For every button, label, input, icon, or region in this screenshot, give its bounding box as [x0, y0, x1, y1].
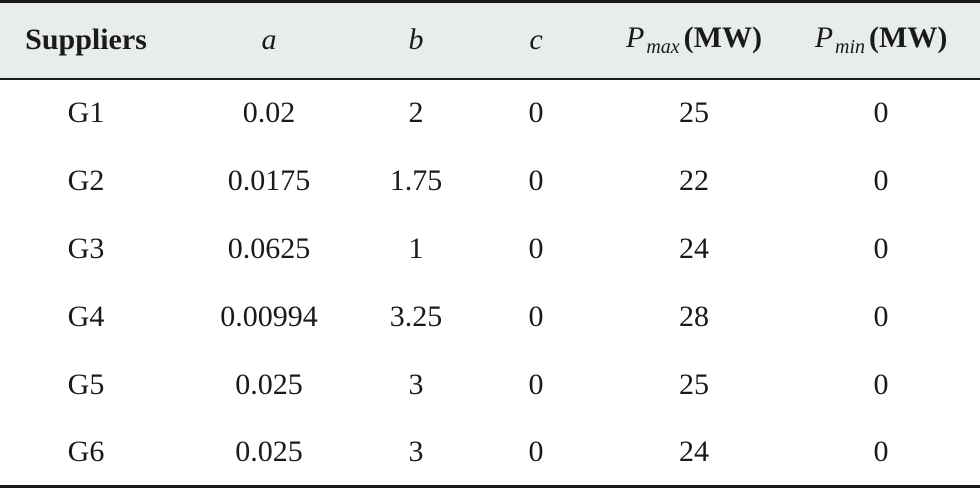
- cell-supplier: G4: [67, 299, 105, 333]
- cell-b: 2: [408, 96, 424, 129]
- header-suppliers: Suppliers: [0, 0, 172, 80]
- table-row: G5 0.025 3 0 25 0: [0, 351, 980, 419]
- cell-pmin: 0: [873, 96, 889, 129]
- cell-b: 3: [408, 367, 424, 401]
- header-pmax-var: P: [626, 21, 645, 55]
- cell-pmin: 0: [873, 163, 889, 197]
- cell-c: 0: [528, 231, 544, 265]
- table-row: G3 0.0625 1 0 24 0: [0, 215, 980, 283]
- cell-supplier: G1: [67, 96, 105, 129]
- cell-a: 0.025: [235, 367, 303, 401]
- table-row: G4 0.00994 3.25 0 28 0: [0, 283, 980, 351]
- cell-supplier: G6: [0, 418, 172, 488]
- cell-supplier: G5: [67, 367, 105, 401]
- cell-pmax: 24: [606, 418, 782, 488]
- cell-pmin: 0: [873, 367, 889, 401]
- table-body: G1 0.02 2 0 25 0 G2 0.0175 1.75 0 22 0 G…: [0, 79, 980, 488]
- header-pmax-unit: (MW): [683, 21, 762, 55]
- cell-a: 0.00994: [220, 299, 318, 333]
- cell-b: 1.75: [389, 163, 443, 197]
- cell-a: 0.025: [172, 418, 366, 488]
- cell-a: 0.0175: [227, 163, 311, 197]
- header-pmax-sub: max: [646, 36, 680, 59]
- header-b: b: [366, 0, 466, 80]
- cell-a: 0.0625: [227, 231, 311, 265]
- header-pmin-unit: (MW): [869, 21, 948, 55]
- cell-pmax: 28: [679, 299, 709, 333]
- cell-c: 0: [528, 299, 544, 333]
- table-row: G2 0.0175 1.75 0 22 0: [0, 147, 980, 215]
- table-row: G1 0.02 2 0 25 0: [0, 79, 980, 147]
- header-pmin-var: P: [814, 21, 834, 55]
- cell-pmax: 22: [679, 163, 709, 197]
- cell-c: 0: [528, 163, 544, 197]
- cell-pmin: 0: [873, 231, 889, 265]
- header-pmin-sub: min: [835, 36, 866, 59]
- cell-b: 1: [408, 231, 424, 265]
- cell-a: 0.02: [242, 96, 296, 129]
- header-a: a: [172, 0, 366, 80]
- cell-supplier: G3: [67, 231, 105, 265]
- cell-pmax: 25: [679, 367, 709, 401]
- cell-c: 0: [466, 418, 606, 488]
- cell-supplier: G2: [67, 163, 105, 197]
- table-row: G6 0.025 3 0 24 0: [0, 418, 980, 488]
- cell-pmin: 0: [782, 418, 980, 488]
- cell-b: 3.25: [389, 299, 443, 333]
- cell-c: 0: [528, 96, 544, 129]
- cell-pmin: 0: [873, 299, 889, 333]
- cell-b: 3: [366, 418, 466, 488]
- cell-pmax: 25: [679, 96, 709, 129]
- cell-c: 0: [528, 367, 544, 401]
- cell-pmax: 24: [679, 231, 709, 265]
- header-c: c: [466, 0, 606, 80]
